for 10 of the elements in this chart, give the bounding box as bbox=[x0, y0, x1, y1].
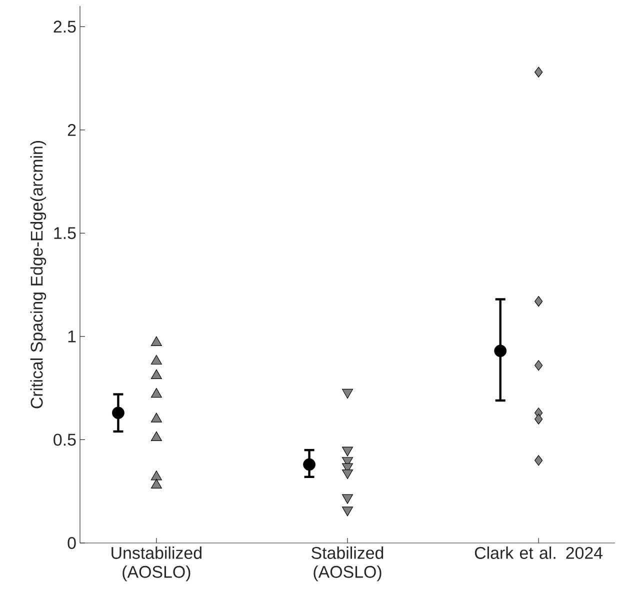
y-tick-label: 2.5 bbox=[54, 20, 76, 33]
y-tick-label: 0 bbox=[68, 537, 76, 549]
y-tick-label: 1.5 bbox=[54, 227, 76, 240]
y-tick-label: 2 bbox=[68, 124, 76, 136]
x-tick-label: Unstabilized (AOSLO) bbox=[112, 546, 202, 582]
x-tick-label: Stabilized (AOSLO) bbox=[312, 546, 384, 582]
x-tick-label: Clark et al. 2024 bbox=[474, 546, 603, 559]
y-tick-label: 0.5 bbox=[54, 434, 76, 446]
y-axis-title: Critical Spacing Edge-Edge(arcmin) bbox=[30, 140, 46, 408]
y-tick-label: 1 bbox=[68, 330, 76, 342]
